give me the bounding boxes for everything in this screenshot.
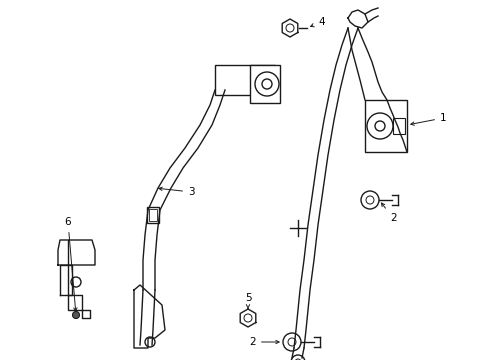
Circle shape — [290, 355, 305, 360]
Polygon shape — [282, 19, 297, 37]
Bar — [149, 209, 157, 221]
Circle shape — [283, 333, 301, 351]
Bar — [392, 118, 404, 134]
Circle shape — [285, 24, 293, 32]
Circle shape — [287, 338, 295, 346]
Circle shape — [365, 196, 373, 204]
Text: 4: 4 — [310, 17, 324, 27]
Text: 1: 1 — [410, 113, 446, 125]
Bar — [147, 207, 159, 223]
Text: 2: 2 — [249, 337, 279, 347]
Circle shape — [360, 191, 378, 209]
Polygon shape — [134, 285, 164, 348]
Text: 6: 6 — [64, 217, 77, 311]
Polygon shape — [60, 265, 72, 295]
Polygon shape — [58, 240, 95, 265]
Polygon shape — [240, 309, 255, 327]
Text: 5: 5 — [244, 293, 251, 309]
Circle shape — [72, 311, 80, 319]
Circle shape — [374, 121, 384, 131]
Circle shape — [254, 72, 279, 96]
Bar — [215, 65, 274, 95]
Text: 3: 3 — [159, 187, 194, 197]
Polygon shape — [347, 10, 367, 28]
Bar — [249, 65, 280, 103]
Circle shape — [294, 359, 301, 360]
Circle shape — [244, 314, 251, 322]
Polygon shape — [68, 240, 90, 318]
Text: 2: 2 — [381, 203, 396, 223]
Bar — [364, 100, 406, 152]
Circle shape — [262, 79, 271, 89]
Circle shape — [366, 113, 392, 139]
Circle shape — [71, 277, 81, 287]
Circle shape — [145, 337, 155, 347]
